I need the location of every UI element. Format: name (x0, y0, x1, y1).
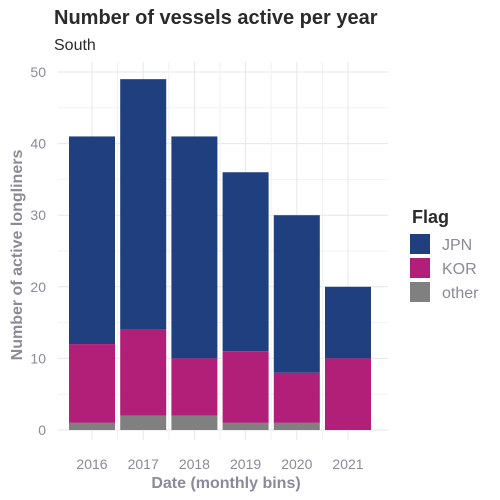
bar-other-2017 (120, 415, 167, 430)
bar-jpn-2019 (222, 172, 269, 352)
bar-kor-2016 (69, 344, 115, 423)
bars (69, 79, 371, 430)
x-tick-label: 2019 (230, 456, 261, 472)
x-tick-label: 2018 (179, 456, 210, 472)
legend-label-jpn: JPN (442, 237, 472, 254)
bar-kor-2017 (120, 329, 167, 416)
y-tick-label: 10 (30, 350, 46, 366)
x-tick-labels: 2016 2017 2018 2019 2020 2021 (76, 456, 363, 472)
legend-swatch-jpn (410, 234, 430, 254)
legend-label-other: other (442, 285, 479, 302)
x-tick-label: 2020 (281, 456, 312, 472)
legend-title: Flag (412, 207, 449, 227)
bar-other-2018 (171, 415, 218, 430)
bar-jpn-2020 (273, 215, 320, 373)
bar-kor-2018 (171, 358, 218, 416)
bar-other-2016 (69, 422, 115, 430)
x-tick-label: 2021 (332, 456, 363, 472)
legend-swatch-other (410, 282, 430, 302)
legend-label-kor: KOR (442, 261, 477, 278)
y-tick-label: 0 (38, 422, 46, 438)
legend-swatch-kor (410, 258, 430, 278)
bar-other-2020 (273, 422, 320, 430)
x-tick-label: 2016 (76, 456, 107, 472)
x-tick-label: 2017 (128, 456, 159, 472)
bar-jpn-2016 (69, 136, 115, 345)
y-tick-label: 40 (30, 136, 46, 152)
y-axis-title: Number of active longliners (9, 150, 26, 361)
legend: Flag JPN KOR other (410, 207, 479, 302)
bar-jpn-2017 (120, 79, 167, 330)
bar-kor-2021 (325, 358, 371, 430)
chart-subtitle: South (54, 37, 96, 54)
bar-other-2019 (222, 422, 269, 430)
bar-kor-2019 (222, 351, 269, 423)
y-tick-label: 30 (30, 207, 46, 223)
x-axis-title: Date (monthly bins) (151, 475, 300, 492)
y-tick-labels: 0 10 20 30 40 50 (30, 64, 46, 438)
chart-title: Number of vessels active per year (54, 7, 378, 29)
bar-jpn-2021 (325, 286, 371, 359)
y-tick-label: 50 (30, 64, 46, 80)
y-tick-label: 20 (30, 279, 46, 295)
bar-kor-2020 (273, 372, 320, 423)
bar-jpn-2018 (171, 136, 218, 359)
